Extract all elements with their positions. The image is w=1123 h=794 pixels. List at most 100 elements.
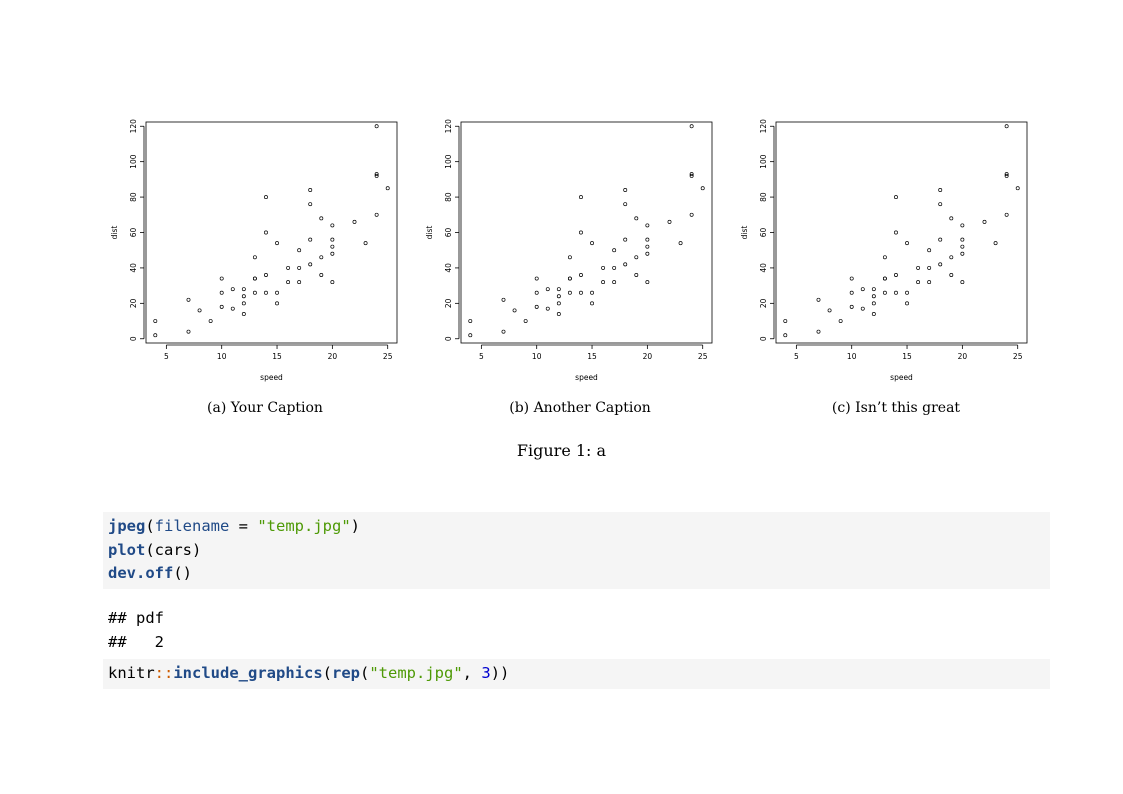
- data-point: [905, 290, 909, 295]
- scatter-plot-b: 5 10 15 20 25 0 20 40 60 80 100 120 speed dist: [425, 119, 713, 382]
- data-point: [949, 255, 954, 260]
- data-point: [871, 301, 876, 306]
- data-point: [330, 223, 335, 228]
- data-point: [1004, 173, 1009, 178]
- plot-frame: [775, 121, 1028, 344]
- data-point: [319, 216, 324, 221]
- subfigure-caption-b: (b) Another Caption: [509, 400, 651, 416]
- data-point: [468, 333, 473, 338]
- code-argument: filename: [154, 517, 230, 535]
- code-paren: (): [173, 564, 192, 582]
- code-paren: )): [490, 664, 510, 682]
- data-point: [882, 290, 887, 295]
- data-point: [374, 212, 379, 217]
- data-point: [579, 290, 583, 295]
- x-tick-label: 20: [328, 352, 338, 361]
- data-point: [612, 265, 617, 270]
- data-point: [938, 237, 943, 242]
- output-line-1: ## pdf: [108, 609, 164, 627]
- data-point: [567, 290, 572, 295]
- data-point: [993, 241, 998, 246]
- data-point: [678, 241, 683, 246]
- code-block-2: knitr::include_graphics(rep("temp.jpg", …: [103, 659, 1050, 689]
- data-point: [700, 186, 705, 191]
- data-point: [871, 287, 876, 292]
- data-point: [308, 188, 313, 192]
- data-point: [882, 255, 887, 260]
- data-point: [960, 223, 965, 228]
- subfigure-caption-c: (c) Isn’t this great: [831, 400, 961, 416]
- y-tick-label: 60: [129, 228, 138, 238]
- x-axis-label: speed: [890, 373, 913, 382]
- data-point: [827, 308, 832, 313]
- x-tick-label: 10: [532, 352, 542, 361]
- data-point: [567, 255, 572, 260]
- data-point: [982, 219, 987, 224]
- data-point: [689, 173, 694, 178]
- data-point: [689, 212, 694, 217]
- data-point: [1015, 186, 1020, 191]
- code-package: knitr: [108, 664, 155, 682]
- y-tick-label: 100: [759, 154, 768, 169]
- data-point: [905, 301, 909, 306]
- code-line-3: dev.off(): [108, 562, 1050, 586]
- code-output: ## pdf ## 2: [108, 607, 164, 654]
- code-function: rep: [332, 664, 360, 682]
- data-point: [960, 237, 965, 242]
- y-tick-label: 120: [759, 119, 768, 134]
- code-operator: =: [229, 517, 258, 535]
- data-point: [634, 216, 639, 221]
- data-point: [938, 202, 943, 207]
- data-point: [523, 319, 528, 323]
- data-point: [308, 262, 313, 267]
- data-point: [1004, 172, 1009, 177]
- data-point: [208, 319, 213, 323]
- data-point: [849, 304, 854, 309]
- plot-frame: [145, 121, 398, 344]
- data-point: [241, 287, 246, 292]
- y-tick-label: 80: [129, 192, 138, 202]
- y-tick-label: 60: [444, 228, 453, 238]
- data-point: [579, 273, 583, 277]
- data-point: [567, 276, 572, 281]
- data-point: [319, 255, 324, 260]
- data-point: [849, 290, 854, 295]
- subfigure-c: 5 10 15 20 25 0 20 40 60 80 100 120 speed dist: [738, 118, 1038, 393]
- data-point: [601, 265, 606, 270]
- subfigure-a: 5 10 15 20 25 0 20 40 60 80 100 120 speed dist: [108, 118, 408, 393]
- data-point: [623, 237, 628, 242]
- data-point: [871, 294, 876, 299]
- data-point: [860, 287, 865, 292]
- data-point: [916, 280, 921, 285]
- data-point: [275, 241, 279, 246]
- data-point: [645, 251, 650, 256]
- x-tick-label: 5: [479, 352, 484, 361]
- data-point: [894, 230, 898, 235]
- data-point: [374, 172, 379, 177]
- data-point: [916, 265, 921, 270]
- y-tick-label: 80: [444, 192, 453, 202]
- data-point: [689, 172, 694, 177]
- x-tick-label: 15: [272, 352, 282, 361]
- output-line-2: ## 2: [108, 632, 164, 651]
- data-point: [252, 290, 257, 295]
- code-function: jpeg: [108, 517, 146, 535]
- data-point: [783, 319, 788, 323]
- y-tick-label: 40: [444, 263, 453, 273]
- data-point: [894, 195, 898, 200]
- data-point: [330, 244, 335, 249]
- x-tick-label: 20: [958, 352, 968, 361]
- data-point: [275, 301, 279, 306]
- x-tick-label: 25: [1013, 352, 1023, 361]
- data-point: [264, 195, 268, 200]
- data-point: [186, 329, 191, 334]
- x-tick-label: 15: [902, 352, 912, 361]
- plot-frame: [460, 121, 713, 344]
- data-point: [667, 219, 672, 224]
- data-point: [960, 251, 965, 256]
- data-point: [882, 276, 887, 281]
- data-point: [905, 241, 909, 246]
- data-point: [330, 251, 335, 256]
- y-tick-label: 20: [759, 298, 768, 308]
- code-line-1: jpeg(filename = "temp.jpg"): [108, 515, 1050, 539]
